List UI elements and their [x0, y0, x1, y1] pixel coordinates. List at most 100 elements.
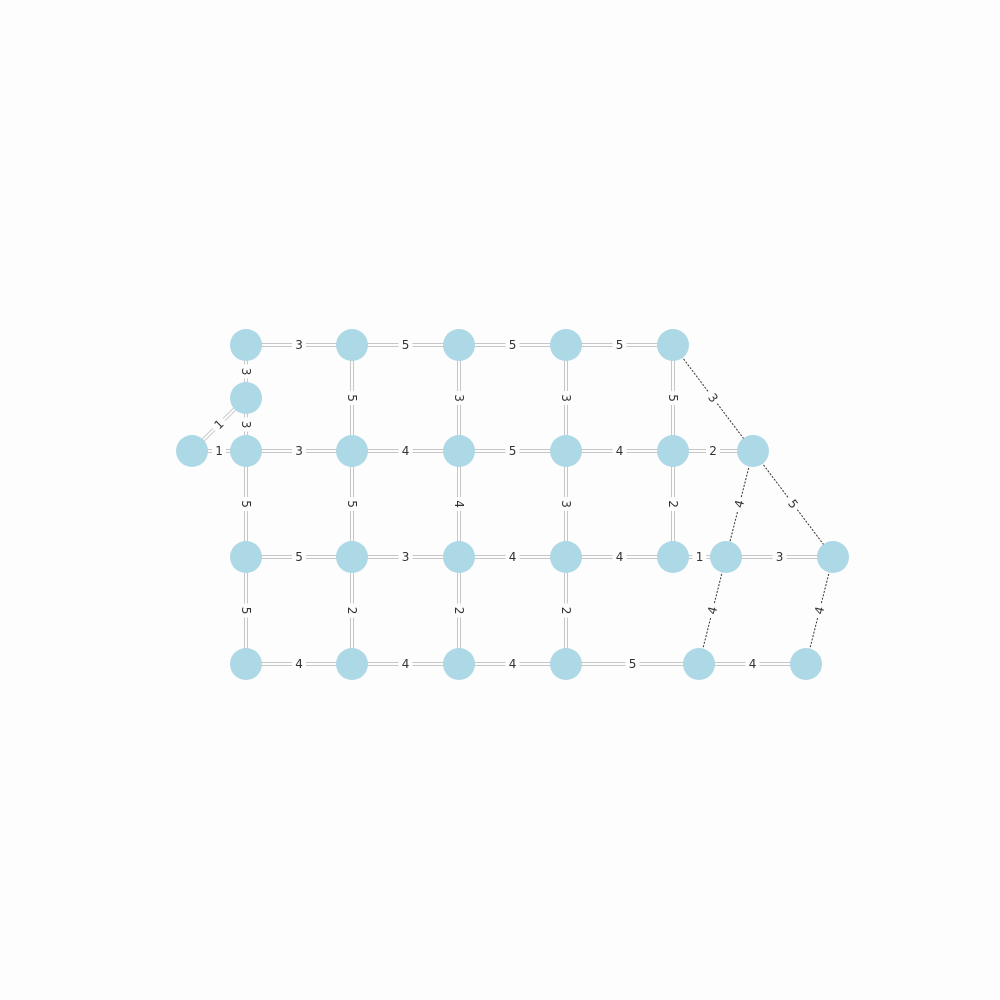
- edge-weight-label: 5: [616, 338, 624, 352]
- edge-label-background: [344, 603, 360, 618]
- graph-node-n23: [443, 648, 475, 680]
- edge-label-n6-n8: 3: [238, 417, 254, 432]
- edge-line: [805, 556, 834, 665]
- edge-label-background: [344, 497, 360, 511]
- edge-weight-label: 5: [295, 550, 303, 564]
- edge-weight-label: 5: [666, 394, 680, 402]
- graph-node-n18: [657, 541, 689, 573]
- edge-n13-n19: [725, 450, 754, 558]
- edge-label-background: [398, 337, 413, 353]
- edge-label-n4-n11: 3: [558, 391, 574, 405]
- edge-label-background: [745, 656, 760, 672]
- edge-weight-label: 3: [452, 394, 466, 402]
- edge-line: [698, 556, 727, 665]
- edge-label-background: [344, 391, 360, 405]
- graph-node-n12: [657, 435, 689, 467]
- edge-label-n4-n5: 5: [612, 337, 627, 353]
- edge-label-n19-n20: 3: [772, 549, 787, 565]
- edge-line: [752, 450, 834, 558]
- edge-weight-label: 5: [509, 444, 517, 458]
- edge-weight-label: 2: [452, 607, 466, 615]
- edge-label-background: [558, 391, 574, 405]
- edge-weight-label: 5: [239, 607, 253, 615]
- edge-label-n22-n23: 4: [398, 656, 413, 672]
- edge-label-n25-n26: 4: [745, 656, 760, 672]
- edge-label-background: [782, 493, 804, 515]
- edge-label-background: [398, 549, 413, 565]
- edge-label-background: [398, 443, 413, 459]
- edge-label-background: [292, 549, 306, 565]
- graph-node-n25: [683, 648, 715, 680]
- edge-weight-label: 4: [732, 499, 747, 510]
- edge-label-background: [810, 601, 829, 620]
- graph-node-n16: [443, 541, 475, 573]
- edge-n19-n25: [698, 556, 727, 665]
- edge-label-n21-n22: 4: [292, 656, 306, 672]
- edge-weight-label: 3: [776, 550, 784, 564]
- edge-weight-label: 4: [616, 444, 624, 458]
- edge-weight-label: 4: [812, 605, 827, 616]
- edge-weight-label: 4: [705, 605, 720, 616]
- edge-label-n2-n9: 5: [344, 391, 360, 405]
- edge-label-background: [208, 413, 230, 436]
- edge-weight-label: 3: [402, 550, 410, 564]
- edge-weight-label: 3: [295, 338, 303, 352]
- edge-label-background: [238, 603, 254, 618]
- edge-label-background: [451, 603, 467, 618]
- edge-label-n18-n19: 1: [692, 549, 707, 565]
- graph-node-n4: [550, 329, 582, 361]
- edge-label-background: [612, 443, 627, 459]
- edge-label-background: [706, 443, 720, 459]
- edge-weight-label: 5: [239, 500, 253, 508]
- edge-label-background: [612, 549, 627, 565]
- edge-label-background: [692, 549, 707, 565]
- edge-label-background: [612, 337, 627, 353]
- graph-node-n9: [336, 435, 368, 467]
- graph-node-n3: [443, 329, 475, 361]
- edge-label-background: [398, 656, 413, 672]
- edge-weight-label: 5: [345, 500, 359, 508]
- graph-node-n6: [230, 382, 262, 414]
- edge-weight-label: 4: [509, 550, 517, 564]
- edge-weight-label: 3: [239, 421, 253, 429]
- edge-label-background: [238, 364, 254, 379]
- edge-label-n17-n18: 4: [612, 549, 627, 565]
- edge-label-n15-n22: 2: [344, 603, 360, 618]
- edge-weight-label: 4: [616, 550, 624, 564]
- edge-weight-label: 2: [559, 607, 573, 615]
- graph-node-n14: [230, 541, 262, 573]
- graph-node-n17: [550, 541, 582, 573]
- edge-label-n3-n10: 3: [451, 391, 467, 405]
- edge-label-n9-n15: 5: [344, 497, 360, 511]
- edge-label-n7-n8: 1: [212, 443, 226, 459]
- edge-label-background: [505, 656, 520, 672]
- edge-label-n16-n23: 2: [451, 603, 467, 618]
- edge-label-background: [451, 497, 467, 511]
- edge-weight-label: 4: [295, 657, 303, 671]
- graph-node-n15: [336, 541, 368, 573]
- edge-label-n3-n4: 5: [505, 337, 520, 353]
- edge-label-n11-n17: 3: [558, 497, 574, 511]
- graph-node-n22: [336, 648, 368, 680]
- edge-label-n23-n24: 4: [505, 656, 520, 672]
- graph-node-n24: [550, 648, 582, 680]
- graph-node-n19: [710, 541, 742, 573]
- edge-label-background: [451, 391, 467, 405]
- edge-label-n5-n12: 5: [665, 391, 681, 405]
- edge-weight-label: 2: [709, 444, 717, 458]
- graph-node-n5: [657, 329, 689, 361]
- edge-weight-label: 4: [749, 657, 757, 671]
- graph-node-n7: [176, 435, 208, 467]
- graph-node-n8: [230, 435, 262, 467]
- edge-weight-label: 2: [345, 607, 359, 615]
- graph-node-n13: [737, 435, 769, 467]
- edge-label-n8-n14: 5: [238, 497, 254, 511]
- edge-line: [725, 450, 754, 558]
- edge-label-background: [665, 391, 681, 405]
- edge-label-background: [292, 656, 306, 672]
- edge-label-background: [772, 549, 787, 565]
- edge-weight-label: 5: [345, 394, 359, 402]
- edge-label-n1-n6: 3: [238, 364, 254, 379]
- edge-weight-label: 4: [402, 657, 410, 671]
